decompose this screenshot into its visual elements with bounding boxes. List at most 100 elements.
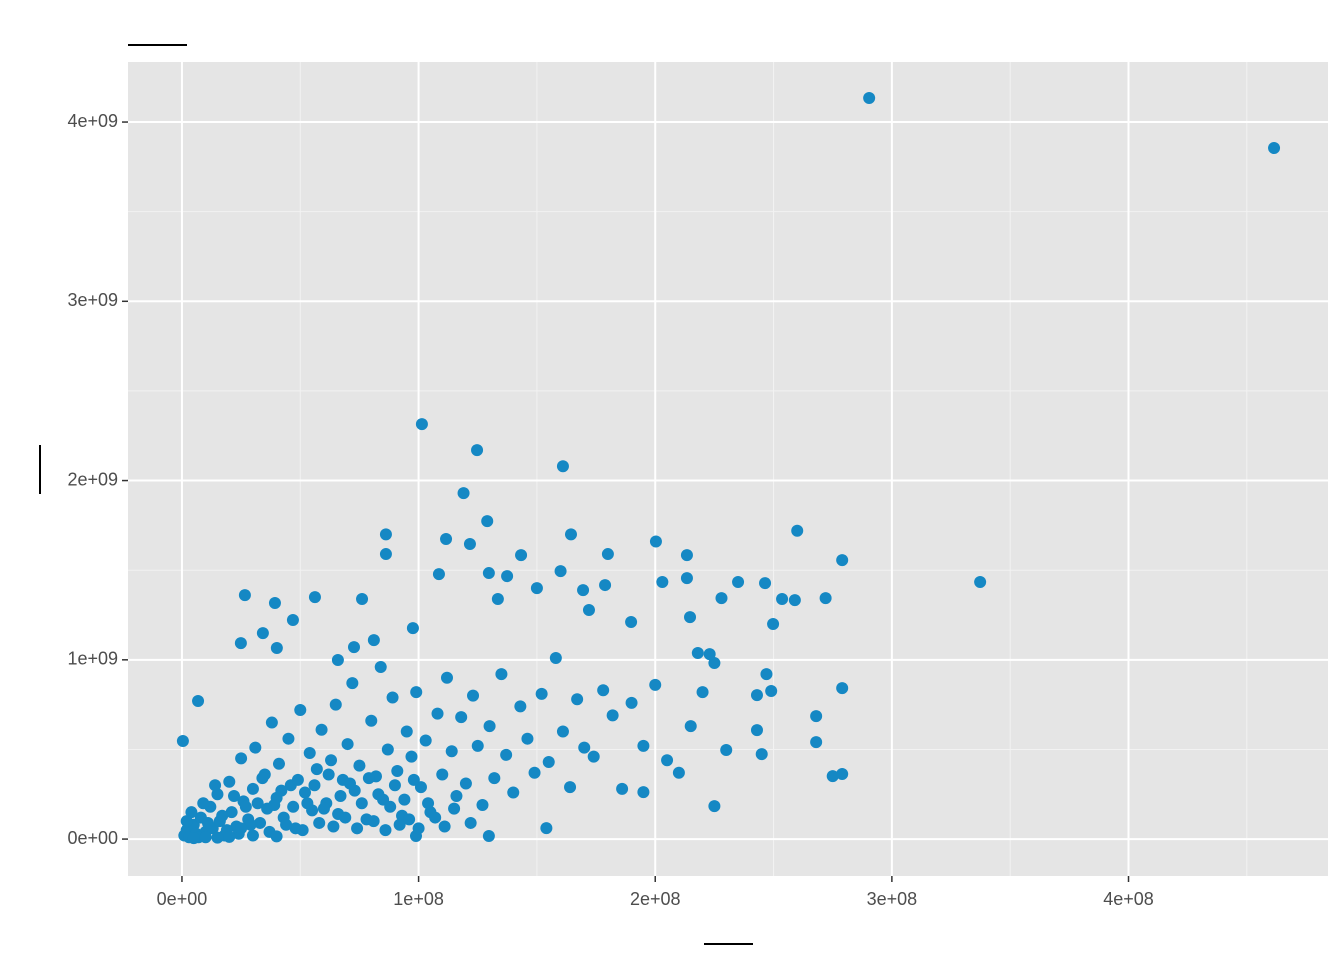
point (974, 576, 987, 589)
point (301, 797, 314, 810)
points (176, 92, 1281, 845)
point (429, 811, 442, 824)
point (432, 568, 445, 581)
point (313, 816, 326, 829)
point (353, 759, 366, 772)
point (1268, 142, 1281, 155)
point (299, 786, 312, 799)
point (471, 444, 484, 457)
point (457, 487, 470, 500)
point (459, 777, 472, 790)
point (367, 634, 380, 647)
point (616, 782, 629, 795)
point (374, 660, 387, 673)
point (515, 549, 528, 562)
point (280, 818, 293, 831)
point (379, 528, 392, 541)
point (317, 802, 330, 815)
point (282, 732, 295, 745)
point (540, 822, 553, 835)
point (708, 800, 721, 813)
point (863, 92, 876, 105)
point (810, 710, 823, 723)
point (270, 641, 283, 654)
point (445, 745, 458, 758)
point (209, 779, 222, 792)
point (251, 797, 264, 810)
point (556, 460, 569, 473)
point (341, 738, 354, 751)
point (450, 790, 463, 803)
point (836, 682, 849, 695)
point (384, 800, 397, 813)
point (228, 790, 241, 803)
point (327, 820, 340, 833)
point (448, 802, 461, 815)
point (322, 768, 335, 781)
point (577, 584, 590, 597)
point (362, 772, 375, 785)
point (308, 591, 321, 604)
point (308, 779, 321, 792)
point (535, 687, 548, 700)
point (334, 790, 347, 803)
point (571, 693, 584, 706)
point (481, 515, 494, 528)
point (270, 830, 283, 843)
point (501, 570, 514, 583)
point (436, 768, 449, 781)
point (703, 648, 716, 661)
point (438, 820, 451, 833)
point (464, 816, 477, 829)
point (201, 816, 214, 829)
point (750, 689, 763, 702)
point (187, 832, 200, 845)
point (625, 615, 638, 628)
x-tick-label: 2e+08 (630, 889, 681, 909)
point (180, 815, 193, 828)
point (715, 592, 728, 605)
point (185, 806, 198, 819)
point (788, 594, 801, 607)
point (791, 524, 804, 537)
point (760, 668, 773, 681)
point (542, 755, 555, 768)
point (400, 725, 413, 738)
point (256, 772, 269, 785)
point (310, 763, 323, 776)
point (346, 677, 359, 690)
point (521, 732, 534, 745)
point (294, 704, 307, 717)
point (410, 686, 423, 699)
point (750, 724, 763, 737)
point (347, 641, 360, 654)
point (325, 754, 338, 767)
point (507, 786, 520, 799)
point (597, 684, 610, 697)
point (265, 716, 278, 729)
point (696, 686, 709, 699)
y-tick-label: 2e+09 (67, 469, 118, 489)
point (488, 772, 501, 785)
point (587, 750, 600, 763)
point (351, 822, 364, 835)
point (268, 799, 281, 812)
point (216, 809, 229, 822)
point (386, 691, 399, 704)
grid (128, 62, 1328, 876)
point (223, 775, 236, 788)
point (244, 818, 257, 831)
point (483, 720, 496, 733)
point (239, 800, 252, 813)
point (649, 535, 662, 548)
x-tick-label: 4e+08 (1103, 889, 1154, 909)
point (234, 637, 247, 650)
point (197, 797, 210, 810)
point (720, 743, 733, 756)
point (767, 617, 780, 630)
point (286, 614, 299, 627)
y-tick-label: 4e+09 (67, 111, 118, 131)
point (406, 622, 419, 635)
point (514, 700, 527, 713)
point (680, 549, 693, 562)
